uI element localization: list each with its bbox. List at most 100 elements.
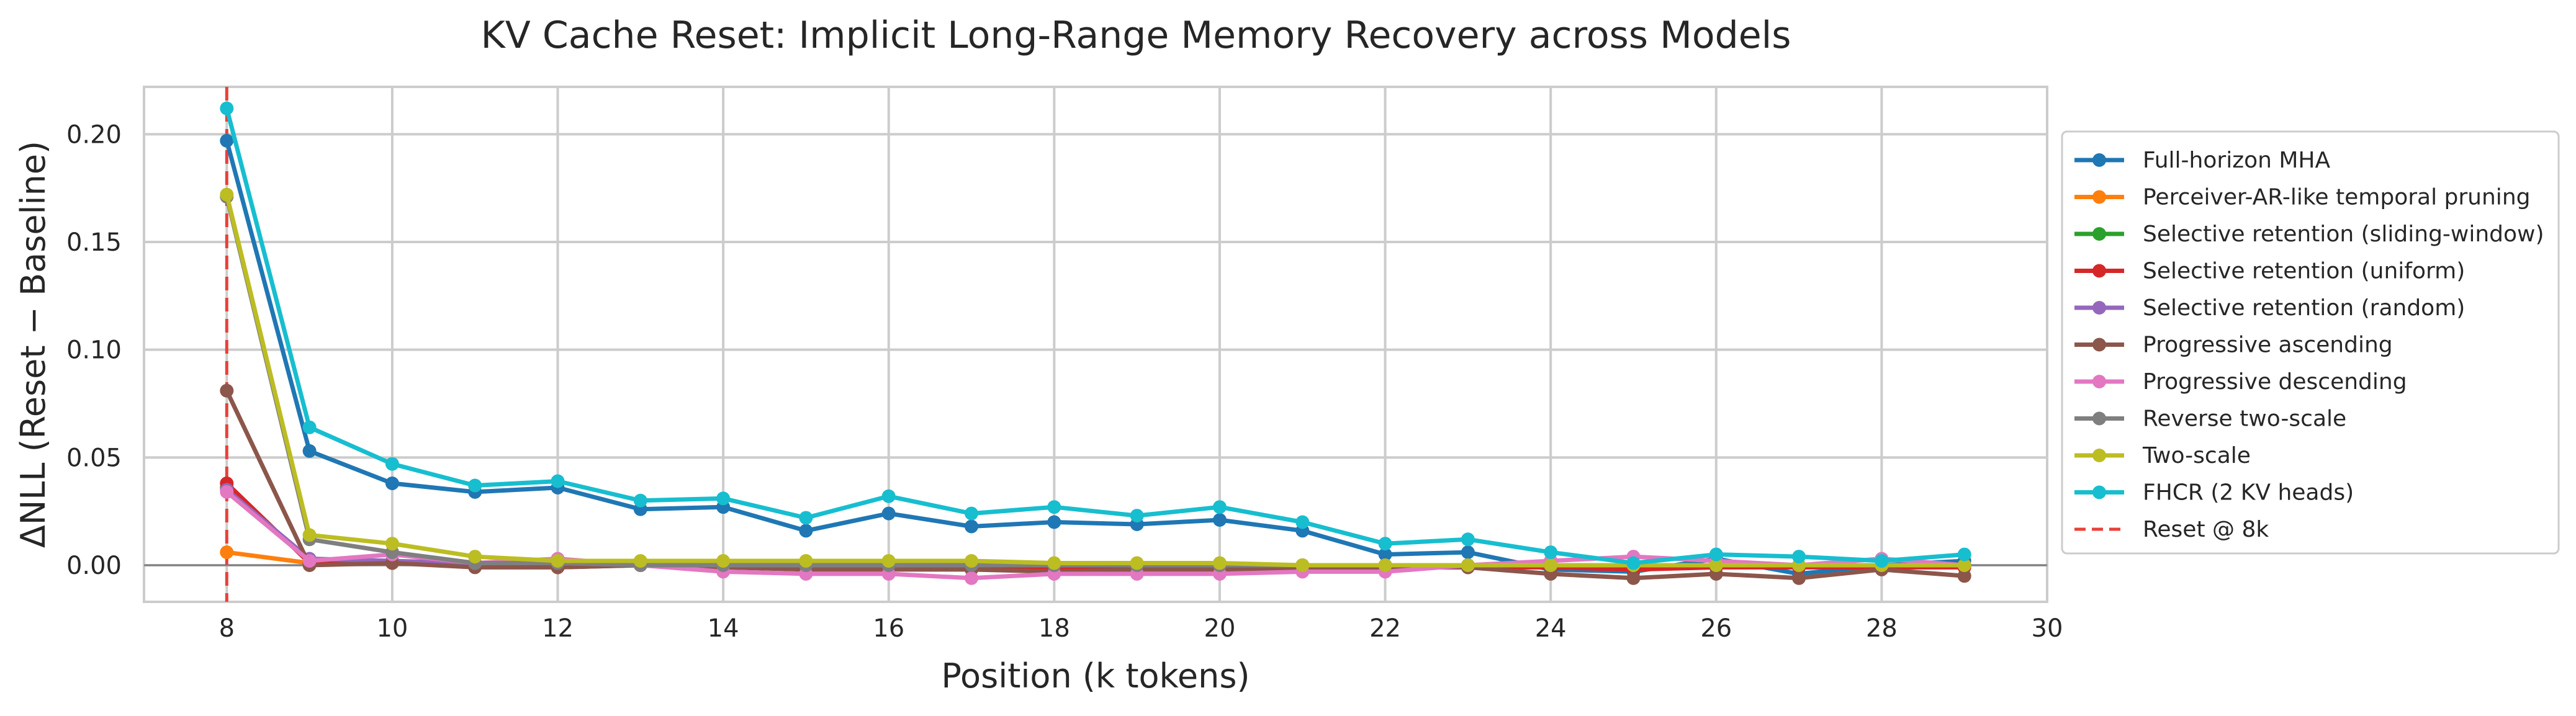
legend-item: Selective retention (sliding-window) bbox=[2074, 222, 2544, 247]
data-point bbox=[1957, 569, 1971, 583]
legend-swatch-marker bbox=[2092, 338, 2106, 352]
data-point bbox=[302, 420, 317, 434]
data-point bbox=[1875, 554, 1889, 568]
legend-item: Reverse two-scale bbox=[2074, 406, 2346, 432]
data-point bbox=[1213, 500, 1227, 514]
data-point bbox=[1047, 500, 1061, 514]
y-tick-labels: 0.00 0.05 0.10 0.15 0.20 bbox=[66, 120, 122, 580]
legend-swatch-marker bbox=[2092, 449, 2106, 462]
series bbox=[220, 187, 1971, 572]
legend-item: Selective retention (random) bbox=[2074, 295, 2465, 321]
legend-swatch-marker bbox=[2092, 190, 2106, 204]
legend-item: Progressive descending bbox=[2074, 369, 2407, 395]
legend-label: Two-scale bbox=[2142, 443, 2251, 468]
legend-item: Perceiver-AR-like temporal pruning bbox=[2074, 185, 2530, 210]
y-tick-label: 0.15 bbox=[66, 228, 122, 257]
data-point bbox=[220, 545, 234, 560]
x-tick-label: 10 bbox=[376, 614, 408, 643]
data-point bbox=[385, 477, 399, 490]
x-tick-label: 28 bbox=[1866, 614, 1898, 643]
data-point bbox=[1295, 515, 1310, 529]
legend-swatch-marker bbox=[2092, 153, 2106, 167]
x-tick-label: 24 bbox=[1535, 614, 1567, 643]
data-point bbox=[965, 519, 978, 534]
data-point bbox=[1957, 547, 1971, 562]
x-tick-label: 18 bbox=[1038, 614, 1070, 643]
legend-swatch-marker bbox=[2092, 485, 2106, 499]
data-point bbox=[716, 491, 731, 506]
data-point bbox=[220, 101, 234, 115]
legend-label: Full-horizon MHA bbox=[2143, 148, 2331, 173]
data-point bbox=[1213, 556, 1227, 570]
data-point bbox=[965, 571, 978, 585]
legend: Full-horizon MHA Perceiver-AR-like tempor… bbox=[2061, 130, 2560, 555]
y-tick-label: 0.00 bbox=[66, 552, 122, 580]
data-point bbox=[1378, 558, 1392, 572]
legend-label: Selective retention (uniform) bbox=[2143, 259, 2465, 284]
data-point bbox=[1957, 558, 1971, 572]
data-point bbox=[551, 474, 565, 488]
data-point bbox=[1461, 558, 1475, 572]
legend-label: Selective retention (sliding-window) bbox=[2143, 222, 2544, 247]
legend-item: Progressive ascending bbox=[2074, 333, 2393, 358]
data-point bbox=[1709, 547, 1723, 562]
data-point bbox=[1792, 550, 1806, 564]
legend-label: Progressive descending bbox=[2143, 369, 2407, 395]
legend-swatch-marker bbox=[2092, 227, 2106, 241]
data-point bbox=[1626, 556, 1641, 570]
legend-item: Selective retention (uniform) bbox=[2074, 259, 2465, 284]
legend-label: FHCR (2 KV heads) bbox=[2143, 480, 2354, 506]
data-point bbox=[551, 554, 565, 568]
legend-label: Perceiver-AR-like temporal pruning bbox=[2143, 185, 2530, 210]
data-point bbox=[302, 528, 317, 542]
x-tick-label: 8 bbox=[219, 614, 235, 643]
data-point bbox=[1461, 532, 1475, 547]
y-axis-label: ΔNLL (Reset − Baseline) bbox=[14, 141, 53, 548]
series-group bbox=[220, 101, 1971, 585]
data-point bbox=[220, 485, 234, 499]
series bbox=[220, 101, 1971, 570]
legend-item: Two-scale bbox=[2074, 443, 2251, 468]
x-tick-label: 14 bbox=[708, 614, 739, 643]
data-point bbox=[1130, 556, 1144, 570]
legend-label: Selective retention (random) bbox=[2143, 295, 2465, 321]
data-point bbox=[799, 524, 813, 538]
data-point bbox=[1213, 513, 1227, 527]
y-tick-label: 0.10 bbox=[66, 336, 122, 365]
plot-area bbox=[143, 86, 2048, 603]
data-point bbox=[799, 554, 813, 568]
plot-background bbox=[143, 86, 2048, 603]
x-tick-label: 22 bbox=[1369, 614, 1401, 643]
legend-swatch-marker bbox=[2092, 301, 2106, 315]
series-line bbox=[224, 388, 1967, 581]
data-point bbox=[1047, 556, 1061, 570]
series-line bbox=[224, 192, 1967, 568]
x-tick-label: 16 bbox=[873, 614, 904, 643]
x-tick-label: 26 bbox=[1700, 614, 1732, 643]
data-point bbox=[1792, 571, 1806, 585]
legend-swatch-marker bbox=[2092, 375, 2106, 388]
data-point bbox=[1461, 545, 1475, 560]
data-point bbox=[881, 506, 896, 521]
x-tick-label: 20 bbox=[1204, 614, 1236, 643]
legend-swatch-marker bbox=[2092, 264, 2106, 278]
data-point bbox=[1047, 515, 1061, 529]
data-point bbox=[468, 550, 482, 564]
y-tick-label: 0.05 bbox=[66, 444, 122, 472]
legend-item: Full-horizon MHA bbox=[2074, 148, 2331, 173]
data-point bbox=[799, 511, 813, 525]
legend-item: Reset @ 8k bbox=[2074, 517, 2269, 542]
legend-label: Progressive ascending bbox=[2143, 333, 2393, 358]
legend-label: Reverse two-scale bbox=[2143, 406, 2346, 432]
x-tick-label: 12 bbox=[542, 614, 574, 643]
legend-swatch-marker bbox=[2092, 411, 2106, 426]
chart-title: KV Cache Reset: Implicit Long-Range Memo… bbox=[480, 14, 1791, 57]
data-point bbox=[881, 489, 896, 503]
data-point bbox=[1378, 537, 1392, 551]
data-point bbox=[965, 554, 978, 568]
y-tick-label: 0.20 bbox=[66, 120, 122, 149]
data-point bbox=[1544, 558, 1558, 572]
x-tick-label: 30 bbox=[2032, 614, 2063, 643]
x-axis-label: Position (k tokens) bbox=[941, 656, 1250, 696]
